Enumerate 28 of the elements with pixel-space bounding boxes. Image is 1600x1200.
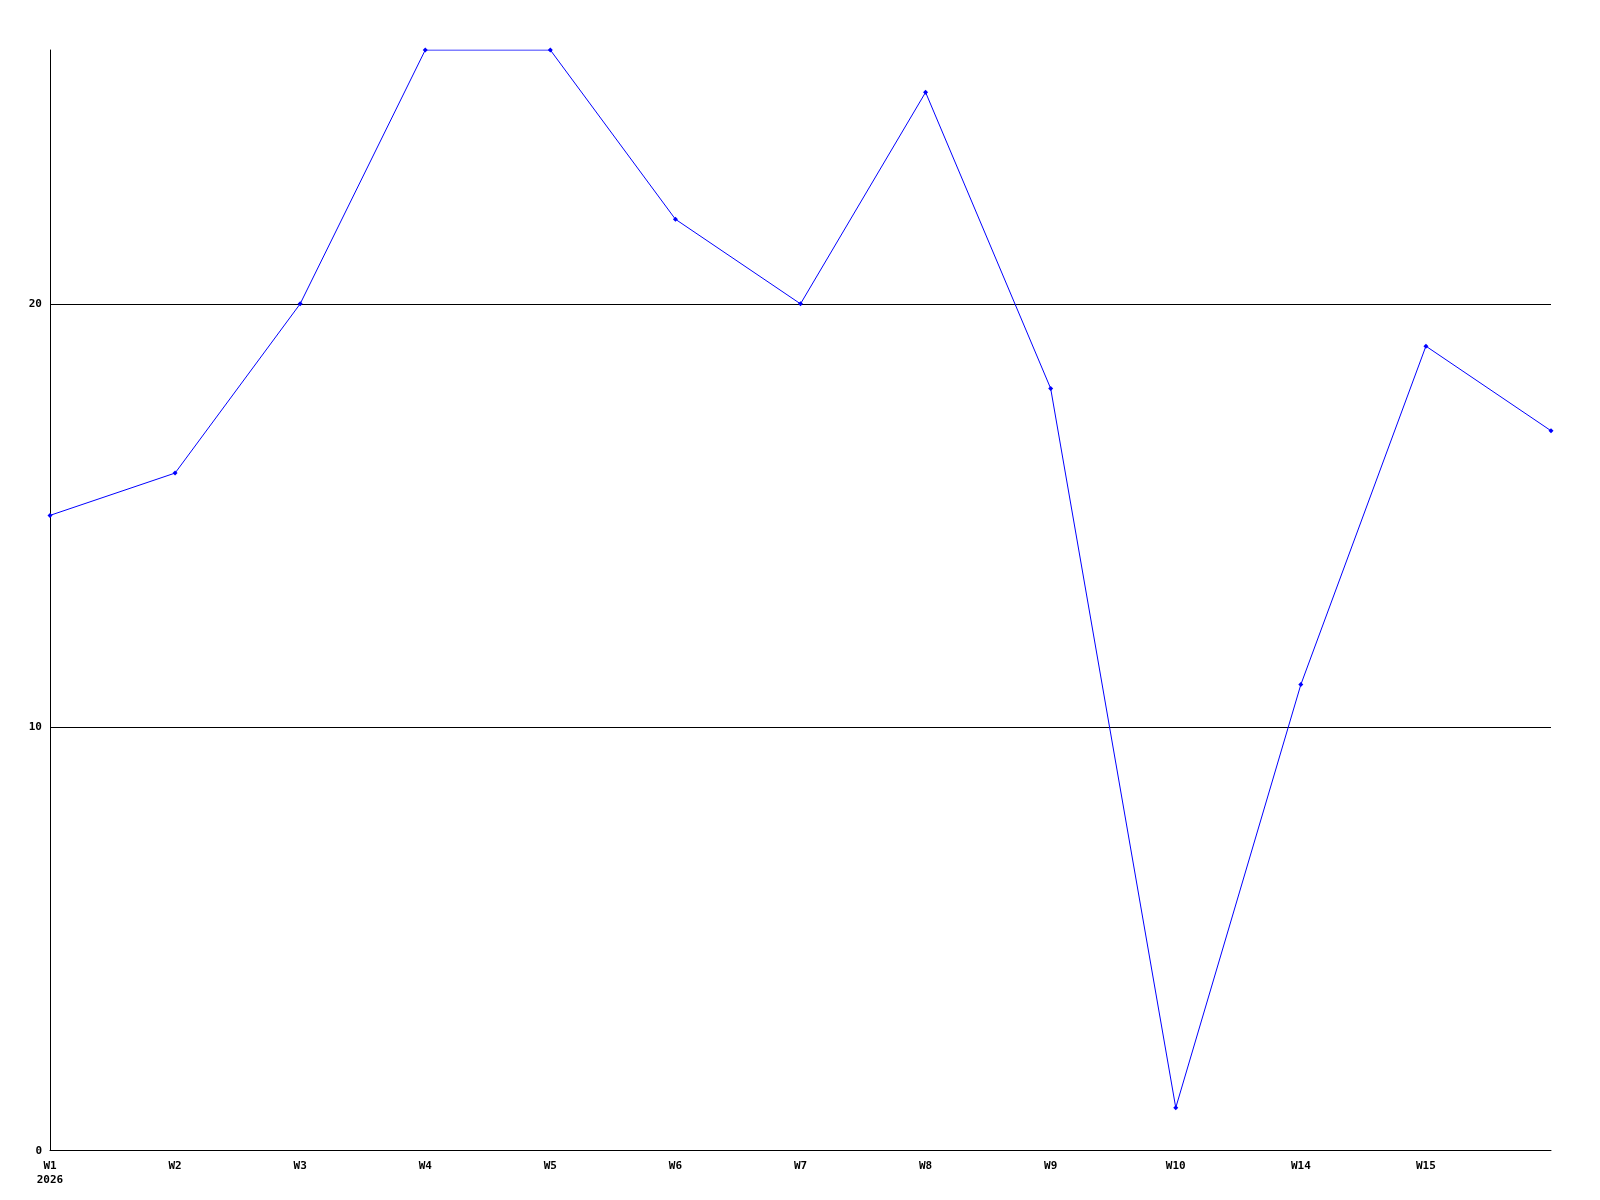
point [1298, 682, 1304, 688]
point [422, 47, 428, 53]
x-tick-label: W4 [418, 1158, 433, 1172]
x-tick-label: W5 [543, 1158, 557, 1172]
point [798, 301, 803, 307]
y-tick-label: 0 [35, 1143, 42, 1157]
x-tick-label: W6 [668, 1158, 683, 1172]
point [172, 470, 178, 476]
x-tick-label: W2 [168, 1158, 182, 1172]
x-tick-label: W8 [918, 1158, 933, 1172]
point [1173, 1105, 1179, 1111]
point [547, 47, 553, 53]
point [1548, 428, 1554, 434]
point [1423, 343, 1429, 349]
x-tick-label: W14 [1290, 1158, 1312, 1172]
y-tick-label: 20 [28, 297, 42, 311]
x-tick-label: W7 [793, 1158, 808, 1172]
point [297, 301, 303, 307]
x-tick-label: W9 [1044, 1158, 1058, 1172]
point [923, 89, 929, 95]
point [1048, 385, 1054, 391]
point [672, 216, 678, 222]
x-tick-label: W15 [1415, 1158, 1436, 1172]
point [47, 512, 53, 518]
y-tick-label: 10 [28, 720, 42, 734]
x-tick-label: W10 [1165, 1158, 1186, 1172]
x-tick-label: W1 2026 [36, 1158, 64, 1186]
x-tick-label: W3 [293, 1158, 307, 1172]
